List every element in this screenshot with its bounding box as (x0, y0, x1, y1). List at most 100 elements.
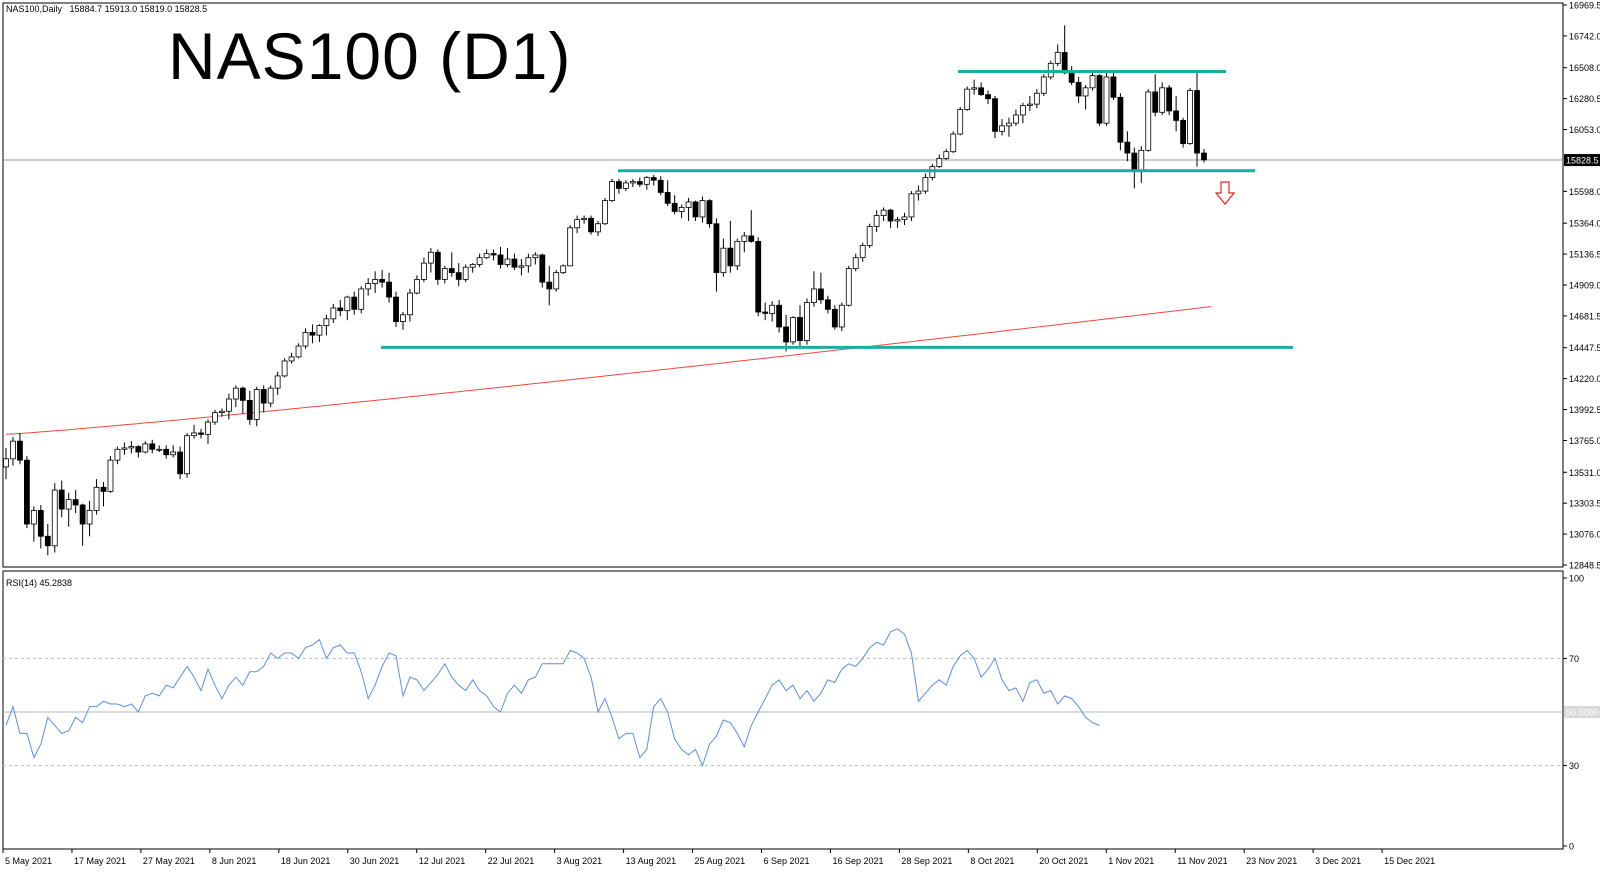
candle (671, 195, 678, 215)
time-tick-label: 16 Sep 2021 (832, 856, 883, 866)
candle-body-bull (574, 219, 581, 229)
candle (51, 483, 58, 553)
candle-body-bull (957, 109, 964, 135)
candle-body-bear (727, 247, 734, 267)
candle (1006, 117, 1012, 137)
candle (720, 238, 727, 277)
candle-body-bull (212, 412, 218, 423)
candle-body-bull (553, 272, 560, 290)
candle-body-bull (107, 459, 114, 492)
down-arrow-icon (1214, 181, 1236, 205)
candle (957, 106, 964, 136)
candle-body-bull (1082, 87, 1089, 97)
candle-body-bull (999, 125, 1005, 132)
candle (17, 432, 23, 465)
candle-body-bear (1117, 96, 1124, 143)
candle-body-bear (1124, 141, 1131, 154)
candle (908, 191, 915, 221)
candle (629, 178, 636, 188)
candle (114, 446, 121, 465)
candle (1054, 44, 1061, 67)
candle (783, 314, 789, 352)
candle-body-bear (1166, 87, 1173, 112)
candle (1019, 102, 1026, 124)
candle (838, 302, 845, 332)
candle-body-bull (476, 257, 483, 265)
candle (588, 215, 594, 235)
candle-body-bear (1068, 72, 1075, 83)
candle-body-bull (602, 200, 608, 225)
candle-body-bear (337, 307, 344, 312)
candle (922, 173, 929, 194)
candle-body-bull (720, 247, 727, 274)
candle (448, 252, 455, 277)
candle (713, 218, 720, 292)
candle (1103, 72, 1110, 126)
candle-body-bear (1131, 152, 1138, 172)
candle (420, 257, 427, 283)
candle (330, 303, 337, 323)
candle (1152, 74, 1159, 117)
candle (811, 271, 817, 307)
candle-body-bull (65, 499, 72, 510)
chart-title: NAS100 (D1) (168, 19, 572, 93)
candle (365, 278, 372, 296)
candle-body-bull (86, 510, 93, 525)
candle-body-bull (288, 356, 295, 362)
candle-body-bear (831, 308, 838, 328)
candle (616, 178, 622, 194)
candle-body-bull (295, 345, 302, 358)
candle-body-bear (636, 181, 643, 185)
candle-body-bull (330, 307, 337, 320)
candle-body-bull (142, 443, 149, 453)
candle (574, 215, 581, 234)
time-tick-label: 12 Jul 2021 (419, 856, 466, 866)
candle-body-bull (1033, 92, 1040, 105)
candle (469, 263, 476, 273)
candle-body-bear (1096, 75, 1103, 124)
candle (260, 385, 267, 413)
candle (3, 447, 9, 480)
price-tick-label: 13303.5 (1569, 499, 1600, 509)
candle-body-bear (135, 446, 142, 453)
price-tick-label: 13531.0 (1569, 468, 1600, 478)
candle (776, 299, 783, 333)
candle (901, 212, 908, 226)
candle (706, 199, 713, 228)
candle-body-bear (246, 399, 253, 420)
candle (1082, 85, 1089, 110)
candle (288, 352, 295, 364)
candle (177, 446, 184, 480)
candle-body-bull (1013, 114, 1019, 124)
candle (323, 314, 330, 336)
time-tick-label: 20 Oct 2021 (1039, 856, 1088, 866)
price-tick-label: 12848.5 (1569, 561, 1600, 571)
candle (1201, 148, 1207, 163)
candle (455, 263, 462, 287)
candle (476, 253, 483, 268)
candle (10, 437, 16, 466)
candle-body-bear (448, 268, 455, 274)
candle (824, 295, 831, 314)
candle-body-bull (866, 226, 873, 246)
candle (546, 265, 553, 306)
candle (539, 253, 546, 288)
candle (490, 249, 497, 261)
candle-body-bear (163, 448, 170, 456)
candle (943, 148, 950, 160)
candle-body-bear (393, 296, 399, 322)
candle-body-bear (664, 192, 671, 204)
price-tick-label: 16508.0 (1569, 63, 1600, 73)
time-tick-label: 22 Jul 2021 (488, 856, 535, 866)
candle-body-bear (671, 202, 678, 212)
candle (1138, 146, 1145, 183)
candle-body-bull (323, 318, 330, 327)
candle (434, 249, 441, 285)
candle (859, 242, 866, 262)
candle-body-bull (741, 235, 748, 242)
candle (219, 408, 225, 417)
candle-body-bull (915, 190, 922, 195)
candle (602, 197, 608, 226)
